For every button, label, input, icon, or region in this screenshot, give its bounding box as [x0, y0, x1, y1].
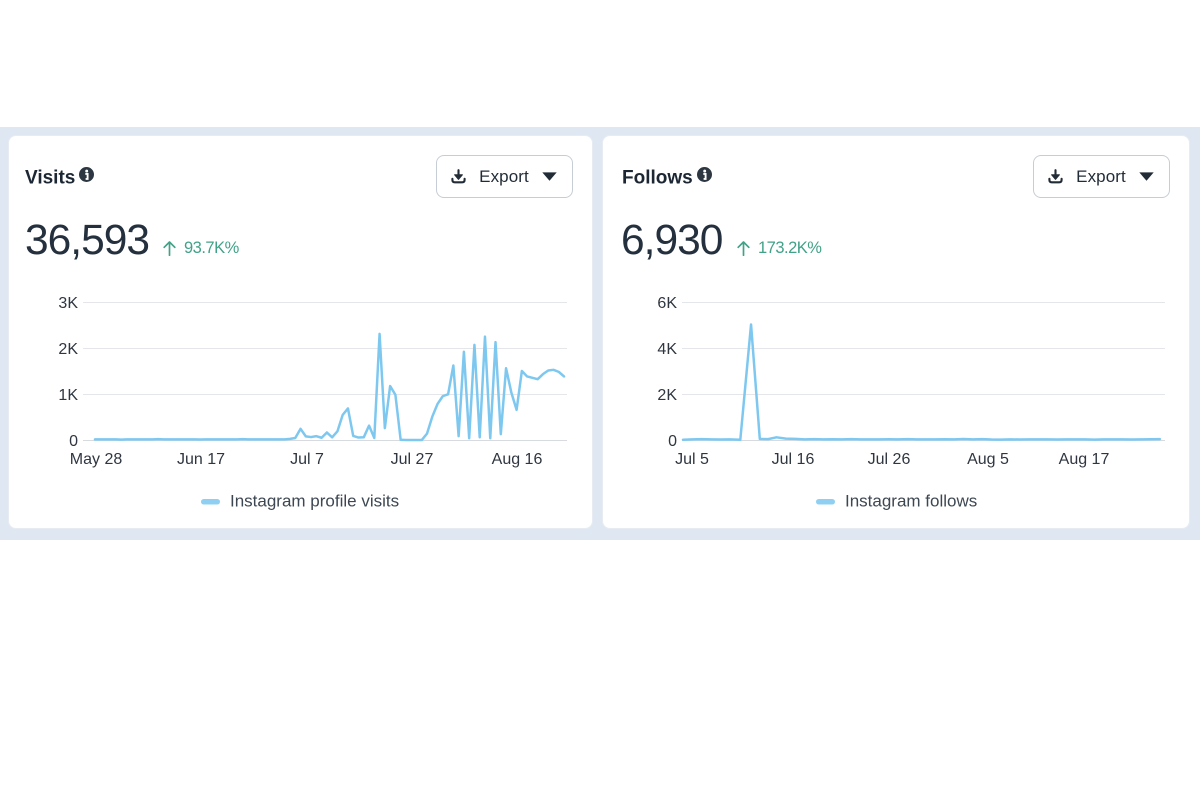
svg-text:May 28: May 28	[70, 451, 123, 468]
svg-text:Instagram profile visits: Instagram profile visits	[230, 492, 399, 511]
svg-text:Jul 5: Jul 5	[675, 451, 709, 468]
svg-text:Aug 16: Aug 16	[492, 451, 543, 468]
svg-text:0: 0	[668, 433, 677, 450]
svg-text:0: 0	[69, 433, 78, 450]
svg-text:2K: 2K	[58, 341, 78, 358]
svg-text:6K: 6K	[657, 295, 677, 312]
svg-text:Aug 5: Aug 5	[967, 451, 1009, 468]
svg-text:Aug 17: Aug 17	[1059, 451, 1110, 468]
svg-text:4K: 4K	[657, 341, 677, 358]
svg-text:2K: 2K	[657, 387, 677, 404]
svg-text:1K: 1K	[58, 387, 78, 404]
svg-text:Jul 7: Jul 7	[290, 451, 324, 468]
svg-text:3K: 3K	[58, 295, 78, 312]
svg-text:Jul 27: Jul 27	[391, 451, 434, 468]
svg-text:Jul 26: Jul 26	[868, 451, 911, 468]
svg-text:Jun 17: Jun 17	[177, 451, 225, 468]
svg-text:Instagram follows: Instagram follows	[845, 492, 977, 511]
svg-text:Jul 16: Jul 16	[772, 451, 815, 468]
